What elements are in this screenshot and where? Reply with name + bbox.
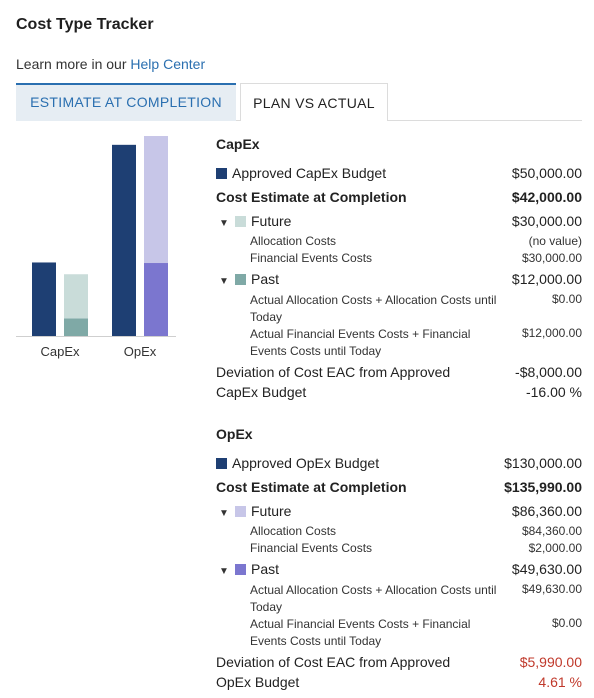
opex-eac-value: $135,990.00 — [504, 479, 582, 495]
cost-bar-chart: CapEx OpEx — [16, 130, 196, 360]
capex-future-fin-label: Financial Events Costs — [250, 251, 373, 265]
tab-estimate-at-completion[interactable]: ESTIMATE AT COMPLETION — [16, 83, 236, 121]
chevron-down-icon[interactable]: ▼ — [219, 508, 229, 519]
learn-more-prefix: Learn more in our — [16, 56, 131, 72]
capex-section-title: CapEx — [216, 136, 260, 152]
chevron-down-icon[interactable]: ▼ — [219, 566, 229, 577]
capex-budget-label: CapEx Budget — [216, 384, 307, 400]
capex-approved-value: $50,000.00 — [511, 165, 582, 181]
opex-future-row[interactable]: ▼ Future $86,360.00 — [216, 500, 582, 524]
capex-past-label: Past — [251, 271, 280, 287]
tab-plan-vs-actual[interactable]: PLAN VS ACTUAL — [240, 83, 388, 121]
capex-deviation-row: Deviation of Cost EAC from Approved -$8,… — [216, 364, 582, 384]
capex-eac-row: Cost Estimate at Completion $42,000.00 — [216, 186, 582, 210]
help-center-link[interactable]: Help Center — [130, 56, 206, 72]
capex-deviation-value: -$8,000.00 — [515, 364, 582, 380]
x-tick-label-capex: CapEx — [40, 344, 80, 359]
opex-future-label: Future — [251, 503, 292, 519]
opex-future-alloc-value: $84,360.00 — [521, 524, 582, 538]
opex-deviation-row: Deviation of Cost EAC from Approved $5,9… — [216, 654, 582, 674]
capex-deviation-label: Deviation of Cost EAC from Approved — [216, 364, 451, 380]
capex-approved-bar[interactable] — [32, 262, 56, 336]
learn-more-text: Learn more in our Help Center — [16, 56, 205, 72]
page-title: Cost Type Tracker — [16, 16, 154, 33]
chevron-down-icon[interactable]: ▼ — [219, 218, 229, 229]
opex-past-alloc-row: Actual Allocation Costs + Allocation Cos… — [216, 582, 582, 616]
tab-bar: ESTIMATE AT COMPLETION PLAN VS ACTUAL — [16, 83, 582, 121]
opex-past-bar[interactable] — [144, 263, 168, 336]
capex-past-alloc-value: $0.00 — [551, 292, 582, 306]
opex-budget-row: OpEx Budget 4.61 % — [216, 674, 582, 694]
opex-past-row[interactable]: ▼ Past $49,630.00 — [216, 558, 582, 582]
capex-future-bar[interactable] — [64, 274, 88, 319]
opex-past-alloc-value: $49,630.00 — [521, 582, 582, 596]
opex-approved-swatch — [216, 458, 227, 469]
opex-future-alloc-label: Allocation Costs — [250, 524, 337, 538]
opex-approved-bar[interactable] — [112, 144, 136, 336]
capex-future-label: Future — [251, 213, 292, 229]
opex-approved-row: Approved OpEx Budget $130,000.00 — [216, 452, 582, 476]
capex-past-bar[interactable] — [64, 318, 88, 336]
capex-future-alloc-row: Allocation Costs (no value) — [216, 234, 582, 251]
capex-past-row[interactable]: ▼ Past $12,000.00 — [216, 268, 582, 292]
capex-past-fin-label: Actual Financial Events Costs + Financia… — [250, 327, 471, 358]
opex-budget-value: 4.61 % — [538, 674, 582, 690]
opex-future-fin-label: Financial Events Costs — [250, 541, 373, 555]
opex-past-fin-label: Actual Financial Events Costs + Financia… — [250, 617, 471, 648]
capex-future-fin-row: Financial Events Costs $30,000.00 — [216, 251, 582, 268]
opex-deviation-label: Deviation of Cost EAC from Approved — [216, 654, 451, 670]
opex-future-fin-row: Financial Events Costs $2,000.00 — [216, 541, 582, 558]
opex-past-fin-row: Actual Financial Events Costs + Financia… — [216, 616, 582, 650]
capex-approved-label: Approved CapEx Budget — [232, 165, 387, 181]
opex-future-swatch — [235, 506, 246, 517]
opex-future-bar[interactable] — [144, 136, 168, 264]
opex-approved-value: $130,000.00 — [504, 455, 582, 471]
opex-past-label: Past — [251, 561, 280, 577]
capex-future-swatch — [235, 216, 246, 227]
opex-past-alloc-label: Actual Allocation Costs + Allocation Cos… — [250, 583, 497, 614]
capex-future-alloc-value: (no value) — [528, 234, 582, 248]
capex-past-fin-row: Actual Financial Events Costs + Financia… — [216, 326, 582, 360]
capex-future-value: $30,000.00 — [511, 213, 582, 229]
x-tick-label-opex: OpEx — [123, 344, 157, 359]
capex-eac-value: $42,000.00 — [511, 189, 582, 205]
opex-future-fin-value: $2,000.00 — [528, 541, 582, 555]
opex-past-fin-value: $0.00 — [551, 616, 582, 630]
capex-past-alloc-row: Actual Allocation Costs + Allocation Cos… — [216, 292, 582, 326]
capex-future-alloc-label: Allocation Costs — [250, 234, 337, 248]
capex-eac-label: Cost Estimate at Completion — [216, 189, 407, 205]
opex-future-alloc-row: Allocation Costs $84,360.00 — [216, 524, 582, 541]
opex-future-value: $86,360.00 — [511, 503, 582, 519]
capex-approved-swatch — [216, 168, 227, 179]
opex-deviation-value: $5,990.00 — [519, 654, 582, 670]
capex-future-row[interactable]: ▼ Future $30,000.00 — [216, 210, 582, 234]
capex-approved-row: Approved CapEx Budget $50,000.00 — [216, 162, 582, 186]
capex-budget-row: CapEx Budget -16.00 % — [216, 384, 582, 404]
chart-canvas — [16, 136, 176, 337]
opex-past-swatch — [235, 564, 246, 575]
capex-past-alloc-label: Actual Allocation Costs + Allocation Cos… — [250, 293, 497, 324]
opex-eac-label: Cost Estimate at Completion — [216, 479, 407, 495]
capex-budget-value: -16.00 % — [525, 384, 582, 400]
capex-future-fin-value: $30,000.00 — [521, 251, 582, 265]
opex-budget-label: OpEx Budget — [216, 674, 300, 690]
opex-eac-row: Cost Estimate at Completion $135,990.00 — [216, 476, 582, 500]
capex-past-value: $12,000.00 — [511, 271, 582, 287]
chevron-down-icon[interactable]: ▼ — [219, 276, 229, 287]
opex-section-title: OpEx — [216, 426, 253, 442]
capex-past-swatch — [235, 274, 246, 285]
opex-past-value: $49,630.00 — [511, 561, 582, 577]
capex-past-fin-value: $12,000.00 — [521, 326, 582, 340]
cost-details-panel: CapEx Approved CapEx Budget $50,000.00 C… — [216, 136, 582, 694]
opex-approved-label: Approved OpEx Budget — [232, 455, 380, 471]
